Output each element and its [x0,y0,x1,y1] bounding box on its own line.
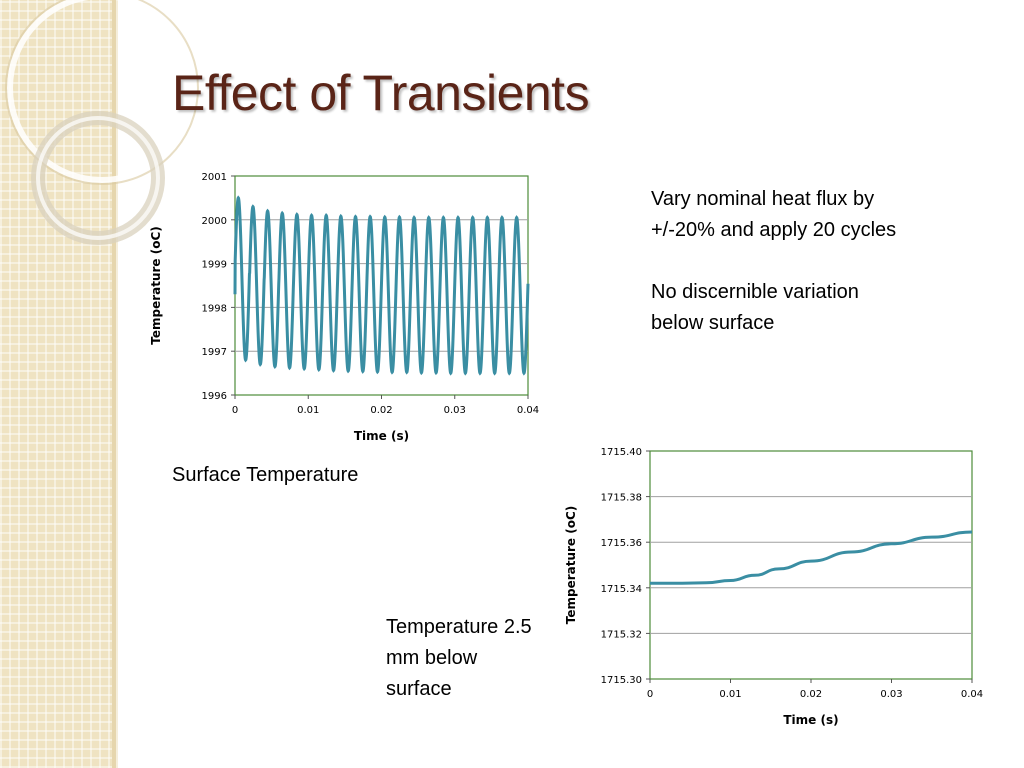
page-title: Effect of Transients [172,65,590,121]
x-tick-label: 0.03 [444,405,466,416]
x-tick-label: 0.04 [517,405,539,416]
sidebar-edge [112,0,116,768]
decorative-rings [5,0,199,245]
x-tick-label: 0 [647,689,653,700]
series-line [233,195,530,376]
y-axis-label: Temperature (oC) [149,226,163,345]
notes-text: Vary nominal heat flux by +/-20% and app… [651,184,901,370]
x-tick-label: 0.01 [719,689,741,700]
y-tick-label: 1715.30 [601,675,642,686]
ring-small-highlight [36,116,160,240]
caption-surface-temperature: Surface Temperature [172,464,359,486]
y-tick-label: 2000 [202,216,227,227]
caption-below-surface: Temperature 2.5 mm below surface [386,616,532,700]
x-tick-label: 0.03 [880,689,902,700]
note-no-variation: No discernible variation below surface [651,281,859,334]
note-heat-flux: Vary nominal heat flux by +/-20% and app… [651,188,897,241]
plot-frame [649,450,973,680]
x-axis-label: Time (s) [783,713,838,727]
x-tick-label: 0 [232,405,238,416]
surface-temperature-chart: 1996 1997 1998 1999 2000 2001 0 0.01 0.02 0.03 0.… [149,172,539,443]
y-tick-label: 1715.38 [601,493,642,504]
y-tick-label: 1996 [202,391,227,402]
sidebar-edge-highlight [116,0,118,768]
x-tick-label: 0.04 [961,689,983,700]
x-tick-label: 0.02 [800,689,822,700]
ring-large-shadow [5,0,199,185]
x-tick-label: 0.02 [370,405,392,416]
x-axis-label: Time (s) [354,429,409,443]
series-line [650,530,973,585]
y-tick-label: 1999 [202,260,227,271]
subsurface-temperature-chart: 1715.30 1715.32 1715.34 1715.36 1715.38 1715.… [564,447,983,727]
y-tick-label: 1715.40 [601,447,642,458]
y-tick-label: 1997 [202,347,227,358]
y-tick-label: 2001 [202,172,227,183]
y-tick-label: 1998 [202,303,227,314]
y-tick-label: 1715.34 [601,584,642,595]
x-tick-label: 0.01 [297,405,319,416]
y-axis-label: Temperature (oC) [564,506,578,625]
y-tick-label: 1715.36 [601,538,642,549]
y-tick-label: 1715.32 [601,629,642,640]
ring-large [7,0,197,183]
